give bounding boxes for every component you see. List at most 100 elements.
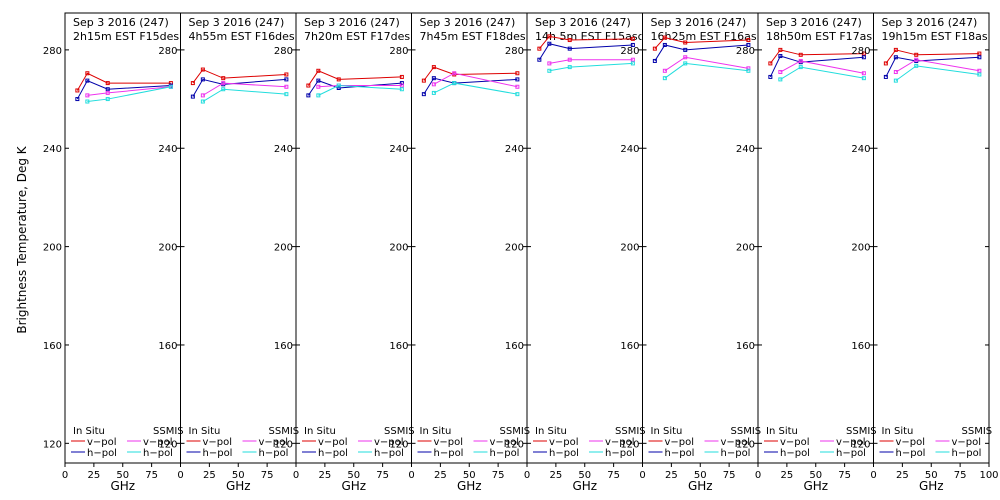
x-axis-label: GHz (803, 479, 828, 493)
y-tick-label: 120 (620, 439, 639, 450)
data-point (977, 72, 982, 77)
data-point (893, 78, 898, 83)
legend-title-ssmis: SSMIS (731, 426, 762, 437)
series-line (202, 88, 287, 102)
panel-title-date: Sep 3 2016 (247) (651, 16, 747, 29)
y-tick-label: 240 (43, 144, 62, 155)
panel-frame (180, 12, 297, 464)
data-point (746, 66, 751, 71)
data-point (336, 83, 341, 88)
data-point (547, 34, 552, 39)
panel-title-date: Sep 3 2016 (247) (882, 16, 978, 29)
data-point (336, 86, 341, 90)
x-tick-label: 50 (463, 470, 476, 481)
series-line (780, 60, 864, 74)
data-point (798, 58, 803, 63)
y-tick-label: 280 (736, 46, 755, 57)
x-tick-label: 25 (550, 470, 563, 481)
x-axis-label: GHz (688, 479, 713, 493)
x-tick-label: 50 (347, 470, 360, 481)
series-line (549, 62, 633, 72)
series-line (76, 79, 171, 100)
data-point (547, 68, 552, 73)
legend-entry-ssmis: v−pol (721, 437, 751, 448)
x-tick-label: 0 (62, 470, 68, 481)
legend-title-ssmis: SSMIS (500, 426, 531, 437)
data-point (316, 93, 321, 98)
x-tick-label: 25 (88, 470, 101, 481)
legend-entry-ssmis: v−pol (143, 437, 173, 448)
y-tick-label: 280 (158, 46, 177, 57)
data-point (421, 92, 426, 97)
x-tick-label: 75 (261, 470, 274, 481)
x-tick-label: 0 (870, 470, 876, 481)
series-line (895, 59, 980, 73)
legend-entry-insitu: h−pol (203, 448, 233, 459)
panel-title-date: Sep 3 2016 (247) (189, 16, 285, 29)
panel-frame (757, 12, 874, 464)
x-tick-label: 50 (578, 470, 591, 481)
data-point (798, 52, 803, 57)
data-point (515, 71, 520, 76)
series-line (87, 86, 171, 103)
data-point (306, 93, 311, 98)
data-point (105, 87, 110, 92)
x-tick-label: 50 (116, 470, 129, 481)
legend-entry-insitu: v−pol (318, 437, 348, 448)
panel-6: Sep 3 2016 (247)16h25m EST F16asc 120 160 2… (620, 12, 763, 493)
x-tick-label: 50 (232, 470, 245, 481)
legend-entry-insitu: h−pol (549, 448, 579, 459)
panel-7: Sep 3 2016 (247)18h50m EST F17asc 120 160 2… (736, 12, 877, 493)
x-axis-label: GHz (110, 479, 135, 493)
data-point (977, 68, 982, 73)
data-point (768, 74, 773, 79)
legend-entry-ssmis: h−pol (605, 448, 635, 459)
x-tick-label: 75 (954, 470, 967, 481)
y-tick-label: 280 (389, 46, 408, 57)
y-tick-label: 160 (43, 341, 62, 352)
series-line (87, 86, 171, 96)
panel-title-time: 7h45m EST F18desc (420, 30, 532, 43)
series-line (202, 82, 287, 96)
x-tick-label: 50 (925, 470, 938, 481)
data-point (861, 55, 866, 60)
y-tick-label: 120 (274, 439, 293, 450)
data-point (200, 93, 205, 98)
legend-entry-ssmis: v−pol (490, 437, 520, 448)
data-point (652, 58, 657, 63)
x-axis-label: GHz (457, 479, 482, 493)
y-tick-label: 160 (736, 341, 755, 352)
x-axis-label: GHz (226, 479, 251, 493)
legend-entry-ssmis: v−pol (605, 437, 635, 448)
data-point (778, 77, 783, 82)
legend-entry-insitu: h−pol (665, 448, 695, 459)
data-point (515, 77, 520, 82)
data-point (746, 42, 751, 47)
panel-title-date: Sep 3 2016 (247) (304, 16, 400, 29)
x-tick-label: 25 (434, 470, 447, 481)
series-line (895, 65, 980, 82)
data-point (547, 41, 552, 46)
data-point (85, 78, 90, 83)
panel-frame (411, 12, 528, 464)
y-tick-label: 280 (851, 46, 870, 57)
legend-entry-insitu: h−pol (896, 448, 926, 459)
y-tick-label: 160 (274, 341, 293, 352)
data-point (200, 77, 205, 82)
legend-title-insitu: In Situ (766, 426, 798, 437)
series-line (664, 62, 749, 79)
series-line (664, 56, 749, 72)
panel-title-time: 4h55m EST F16desc (189, 30, 301, 43)
data-point (652, 46, 657, 51)
panel-frame (295, 12, 412, 464)
panel-title-time: 16h25m EST F16asc (651, 30, 763, 43)
x-tick-label: 75 (492, 470, 505, 481)
y-axis-label: Brightness Temperature, Deg K (15, 145, 29, 333)
y-tick-label: 120 (158, 439, 177, 450)
series-line (780, 66, 864, 80)
x-tick-label: 75 (376, 470, 389, 481)
series-line (433, 82, 518, 95)
